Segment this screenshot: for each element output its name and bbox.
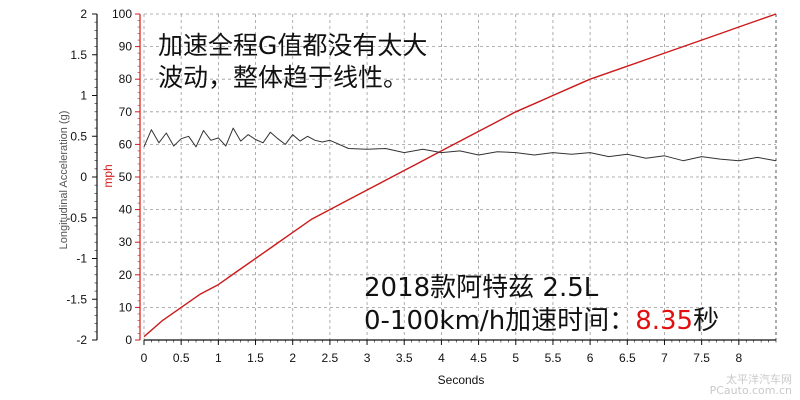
left-tick-label: 1.5 (70, 48, 87, 62)
x-tick-label: 7 (661, 351, 668, 365)
car-model-label: 2018款阿特兹 2.5L (364, 273, 599, 303)
speed-series-line (143, 13, 777, 338)
annotation-line-2: 波动，整体趋于线性。 (158, 63, 409, 92)
speed-tick-label: 90 (119, 40, 133, 54)
x-tick-label: 1 (215, 351, 222, 365)
speed-tick-label: 40 (119, 203, 133, 217)
site-watermark: 太平洋汽车网 PCauto.com.cn (710, 374, 792, 396)
x-tick-label: 8 (735, 351, 742, 365)
acceleration-series-line (143, 127, 777, 162)
speed-tick-label: 70 (119, 105, 133, 119)
speed-tick-label: 20 (119, 268, 133, 282)
speed-tick-label: 30 (119, 235, 133, 249)
labels-layer: Seconds Longitudinal Acceleration (g) mp… (58, 111, 484, 387)
axes-layer: 21.510.50-0.5-1-1.5-21009080706050403020… (66, 7, 777, 365)
x-tick-label: 2.5 (322, 351, 339, 365)
speed-tick-label: 80 (119, 72, 133, 86)
x-tick-label: 0.5 (173, 351, 190, 365)
left-tick-label: 0 (80, 170, 87, 184)
x-tick-label: 4.5 (470, 351, 487, 365)
x-axis-label: Seconds (438, 373, 485, 387)
speed-tick-label: 50 (119, 170, 133, 184)
left-tick-label: 1 (80, 89, 87, 103)
grid-layer (143, 13, 777, 341)
left-tick-label: -1.5 (66, 292, 87, 306)
x-tick-label: 5 (512, 351, 519, 365)
left-tick-label: -0.5 (66, 211, 87, 225)
right-axis-label: mph (101, 164, 115, 187)
left-tick-label: -1 (76, 252, 87, 266)
x-tick-label: 2 (289, 351, 296, 365)
acceleration-time-value: 8.35 (635, 306, 694, 336)
left-tick-label: -2 (76, 333, 87, 347)
left-tick-label: 2 (80, 7, 87, 21)
annotation-line-1: 加速全程G值都没有太大 (158, 31, 428, 60)
x-tick-label: 1.5 (247, 351, 264, 365)
x-tick-label: 0 (141, 351, 148, 365)
watermark-line-1: 太平洋汽车网 (726, 373, 792, 386)
left-axis-label: Longitudinal Acceleration (g) (58, 111, 70, 250)
x-tick-label: 7.5 (693, 351, 710, 365)
x-tick-label: 4 (438, 351, 445, 365)
x-tick-label: 6 (587, 351, 594, 365)
x-tick-label: 3 (364, 351, 371, 365)
speed-tick-label: 60 (119, 137, 133, 151)
watermark-line-2: PCauto.com.cn (709, 384, 792, 397)
x-tick-label: 5.5 (545, 351, 562, 365)
speed-tick-label: 0 (125, 333, 132, 347)
acceleration-time-unit: 秒 (693, 306, 720, 336)
x-tick-label: 6.5 (619, 351, 636, 365)
speed-tick-label: 100 (112, 7, 132, 21)
speed-tick-label: 10 (119, 300, 133, 314)
left-tick-label: 0.5 (70, 129, 87, 143)
chart-annotation-result: 2018款阿特兹 2.5L 0-100km/h加速时间：8.35秒 (364, 272, 719, 338)
series-layer (143, 13, 777, 338)
x-tick-label: 3.5 (396, 351, 413, 365)
acceleration-time-line: 0-100km/h加速时间：8.35秒 (364, 305, 719, 338)
chart-annotation-note: 加速全程G值都没有太大 波动，整体趋于线性。 (158, 30, 427, 94)
acceleration-time-prefix: 0-100km/h加速时间： (364, 306, 636, 336)
